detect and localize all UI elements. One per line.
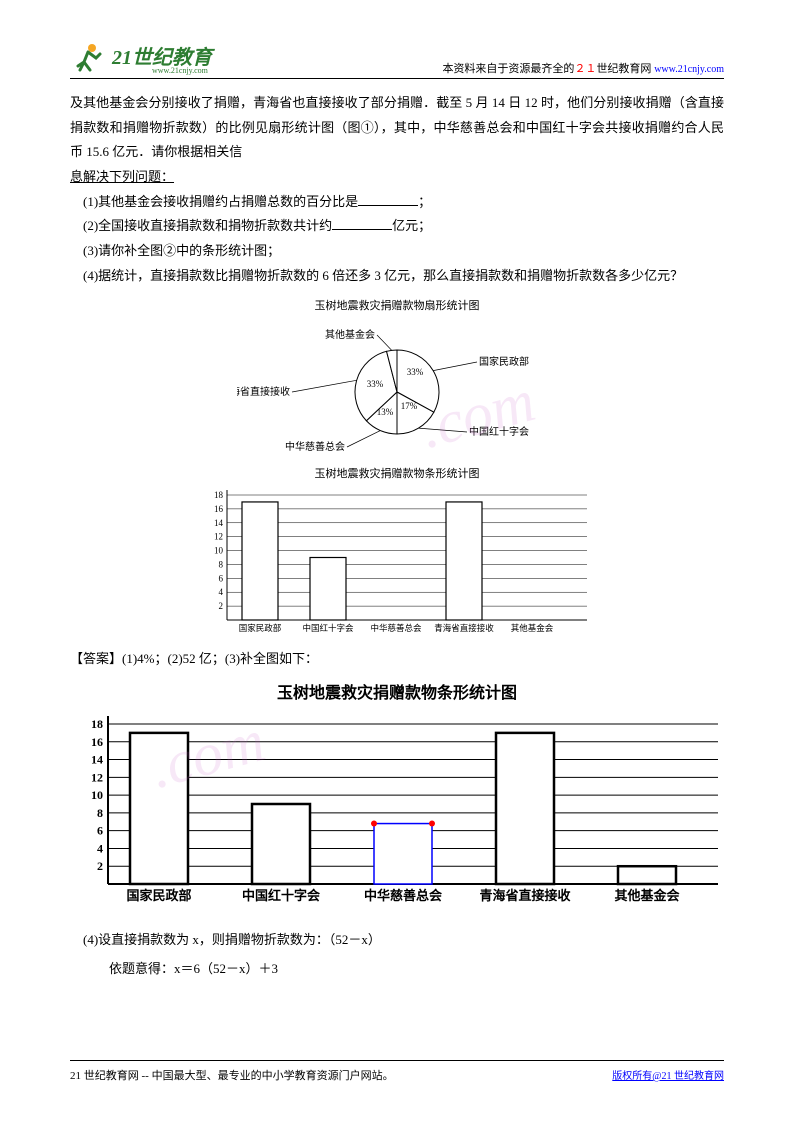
header-url: www.21cnjy.com (654, 64, 724, 75)
page-footer: 21 世纪教育网 -- 中国最大型、最专业的中小学教育资源门户网站。 版权所有@… (70, 1060, 724, 1083)
svg-text:8: 8 (97, 805, 103, 819)
svg-text:青海省直接接收: 青海省直接接收 (434, 623, 494, 633)
q2-text: (2)全国接收直接捐款数和捐物折款数共计约 (83, 218, 332, 233)
question-2: (2)全国接收直接捐款数和捐物折款数共计约 亿元； (70, 214, 724, 239)
svg-text:其他基金会: 其他基金会 (511, 623, 554, 633)
svg-text:18: 18 (214, 490, 224, 500)
bar2-title: 玉树地震救灾捐赠款物条形统计图 (70, 679, 724, 703)
svg-text:33%: 33% (407, 367, 424, 377)
svg-text:12: 12 (214, 531, 223, 541)
svg-text:国家民政部: 国家民政部 (239, 623, 282, 633)
bar1-svg: 2 4 6 8 10 12 14 16 18 国家民政部 中国红十字会 中华慈善总会 青海省直接接收 其他… (187, 485, 607, 640)
header-source: 本资料来自于资源最齐全的２１世纪教育网 www.21cnjy.com (442, 60, 724, 76)
svg-text:16: 16 (214, 503, 224, 513)
svg-text:中国红十字会: 中国红十字会 (242, 888, 321, 903)
svg-text:中华慈善总会: 中华慈善总会 (285, 440, 345, 453)
svg-text:8: 8 (219, 559, 224, 569)
logo-block: 21世纪教育 www.21cnjy.com (70, 40, 212, 76)
intro-para-b: 息解决下列问题： (70, 165, 174, 190)
footer-left: 21 世纪教育网 -- 中国最大型、最专业的中小学教育资源门户网站。 (70, 1067, 394, 1083)
svg-text:14: 14 (214, 517, 224, 527)
intro-para: 及其他基金会分别接收了捐赠，青海省也直接接收了部分捐赠．截至 5 月 14 日 … (70, 91, 724, 165)
question-4: (4)据统计，直接捐款数比捐赠物折款数的 6 倍还多 3 亿元，那么直接捐款数和… (70, 264, 724, 289)
svg-text:中华慈善总会: 中华慈善总会 (364, 888, 443, 903)
svg-text:国家民政部: 国家民政部 (479, 355, 529, 368)
svg-text:10: 10 (214, 545, 224, 555)
pie-svg: 国家民政部33%中国红十字会17%中华慈善总会13%青海省直接接收33%其他基金… (237, 317, 557, 457)
svg-text:青海省直接接收: 青海省直接接收 (237, 385, 290, 398)
svg-text:其他基金会: 其他基金会 (325, 328, 375, 341)
page-header: 21世纪教育 www.21cnjy.com 本资料来自于资源最齐全的２１世纪教育… (70, 40, 724, 79)
svg-text:10: 10 (91, 788, 103, 802)
blank-2 (332, 216, 392, 230)
svg-text:中华慈善总会: 中华慈善总会 (370, 623, 422, 633)
svg-text:12: 12 (91, 770, 103, 784)
footer-right[interactable]: 版权所有@21 世纪教育网 (612, 1067, 724, 1083)
blank-1 (358, 192, 418, 206)
svg-text:4: 4 (97, 841, 103, 855)
bar-chart-2: 2 4 6 8 10 12 14 16 18 国家民政部 中国红十字会 中华慈善总会 青海省直接接收 其他… (70, 709, 724, 913)
q1-suffix: ； (418, 194, 431, 209)
svg-text:4: 4 (219, 587, 224, 597)
svg-text:18: 18 (91, 717, 103, 731)
logo-url: www.21cnjy.com (152, 66, 212, 75)
svg-text:2: 2 (219, 601, 224, 611)
pie-chart: 国家民政部33%中国红十字会17%中华慈善总会13%青海省直接接收33%其他基金… (70, 317, 724, 457)
svg-text:33%: 33% (367, 379, 384, 389)
svg-text:其他基金会: 其他基金会 (614, 888, 680, 903)
svg-text:青海省直接接收: 青海省直接接收 (479, 888, 571, 903)
q1-text: (1)其他基金会接收捐赠约占捐赠总数的百分比是 (83, 194, 358, 209)
svg-text:国家民政部: 国家民政部 (126, 888, 191, 903)
runner-icon (70, 40, 110, 76)
svg-text:17%: 17% (401, 401, 418, 411)
body-content: 及其他基金会分别接收了捐赠，青海省也直接接收了部分捐赠．截至 5 月 14 日 … (70, 91, 724, 289)
svg-text:6: 6 (97, 823, 103, 837)
answer-line: 【答案】(1)4%；(2)52 亿；(3)补全图如下： (70, 648, 724, 667)
pie-title: 玉树地震救灾捐赠款物扇形统计图 (70, 297, 724, 313)
svg-text:16: 16 (91, 734, 103, 748)
bar2-svg: 2 4 6 8 10 12 14 16 18 国家民政部 中国红十字会 中华慈善总会 青海省直接接收 其他… (70, 709, 724, 909)
svg-text:14: 14 (91, 752, 103, 766)
svg-text:中国红十字会: 中国红十字会 (469, 425, 529, 438)
header-suffix: 世纪教育网 (596, 63, 651, 75)
header-red: ２１ (574, 63, 596, 75)
svg-text:中国红十字会: 中国红十字会 (302, 623, 354, 633)
question-1: (1)其他基金会接收捐赠约占捐赠总数的百分比是 ； (70, 190, 724, 215)
bar-chart-1: 2 4 6 8 10 12 14 16 18 国家民政部 中国红十字会 中华慈善总会 青海省直接接收 其他… (70, 485, 724, 640)
solution-1: (4)设直接捐款数为 x，则捐赠物折款数为：（52－x） (70, 929, 724, 948)
svg-text:6: 6 (219, 573, 224, 583)
header-prefix: 本资料来自于资源最齐全的 (442, 63, 574, 75)
svg-text:2: 2 (97, 859, 103, 873)
question-3: (3)请你补全图②中的条形统计图； (70, 239, 724, 264)
bar1-title: 玉树地震救灾捐赠款物条形统计图 (70, 465, 724, 481)
q2-suffix: 亿元； (392, 218, 431, 233)
solution-2: 依题意得：x＝6（52－x）＋3 (70, 958, 724, 977)
